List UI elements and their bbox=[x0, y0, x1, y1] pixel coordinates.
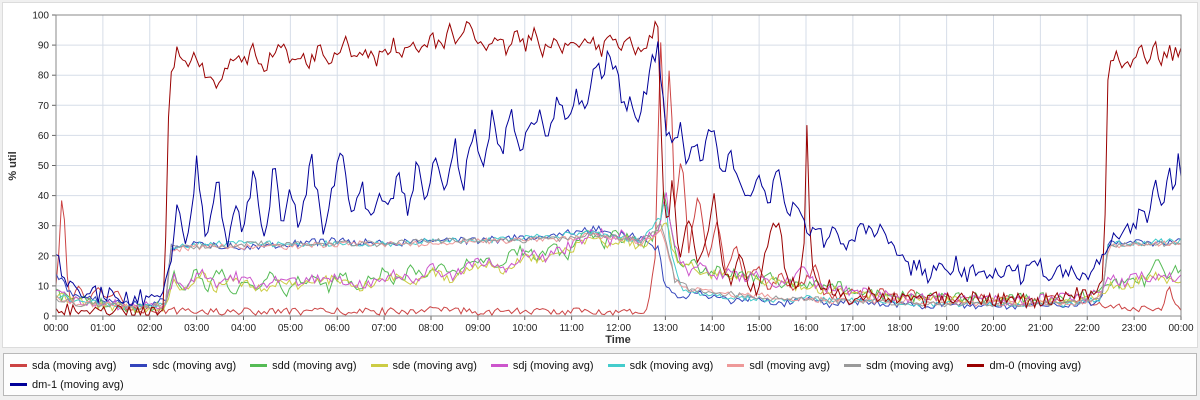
legend-label: sdm (moving avg) bbox=[866, 359, 954, 372]
x-tick-label: 17:00 bbox=[840, 323, 865, 334]
x-tick-label: 22:00 bbox=[1075, 323, 1100, 334]
x-tick-label: 05:00 bbox=[278, 323, 303, 334]
x-tick-label: 19:00 bbox=[934, 323, 959, 334]
legend-label: dm-1 (moving avg) bbox=[32, 378, 124, 391]
plot-border bbox=[55, 14, 1182, 317]
legend-label: sdk (moving avg) bbox=[629, 359, 714, 372]
y-tick-label: 10 bbox=[38, 281, 50, 292]
legend-swatch-line bbox=[10, 383, 27, 386]
legend-label: dm-0 (moving avg) bbox=[989, 359, 1082, 372]
x-tick-label: 00:00 bbox=[1168, 323, 1193, 334]
x-tick-label: 06:00 bbox=[325, 323, 350, 334]
legend-swatch-line bbox=[10, 364, 27, 367]
legend-label: sdc (moving avg) bbox=[152, 359, 237, 372]
legend-item: sde (moving avg) bbox=[370, 356, 477, 375]
x-tick-label: 15:00 bbox=[747, 323, 772, 334]
x-tick-label: 16:00 bbox=[793, 323, 818, 334]
x-tick-label: 11:00 bbox=[559, 323, 584, 334]
x-tick-label: 01:00 bbox=[90, 323, 115, 334]
chart-panel: % util Time 00:00 01:00 02:00 03:00 04:00 05:… bbox=[2, 2, 1198, 348]
y-tick-label: 90 bbox=[38, 41, 50, 52]
y-tick-label: 40 bbox=[38, 191, 50, 202]
plot-area: % util Time 00:00 01:00 02:00 03:00 04:00 05:… bbox=[7, 11, 1194, 347]
y-tick-label: 50 bbox=[38, 161, 50, 172]
legend-item: sdj (moving avg) bbox=[490, 356, 594, 375]
x-tick-label: 23:00 bbox=[1122, 323, 1147, 334]
y-tick-label: 30 bbox=[38, 221, 50, 232]
x-tick-label: 20:00 bbox=[981, 323, 1006, 334]
legend-item: dm-0 (moving avg) bbox=[967, 356, 1081, 375]
legend-item: sdl (moving avg) bbox=[727, 356, 830, 375]
y-tick-label: 100 bbox=[32, 11, 49, 22]
x-tick-label: 13:00 bbox=[653, 323, 678, 334]
legend-item: sdm (moving avg) bbox=[844, 356, 953, 375]
legend-swatch-line bbox=[250, 364, 268, 367]
y-tick-label: 80 bbox=[38, 71, 50, 82]
x-tick-label: 09:00 bbox=[465, 323, 490, 334]
legend: sda (moving avg) sdc (moving avg) sdd (mov… bbox=[3, 353, 1197, 396]
y-tick-label: 0 bbox=[43, 312, 49, 323]
y-tick-label: 60 bbox=[38, 131, 50, 142]
y-axis-title: % util bbox=[7, 151, 19, 180]
legend-item: dm-1 (moving avg) bbox=[10, 375, 124, 394]
x-tick-label: 03:00 bbox=[184, 323, 209, 334]
legend-item: sda (moving avg) bbox=[10, 356, 116, 375]
legend-label: sdl (moving avg) bbox=[749, 359, 831, 372]
legend-swatch-line bbox=[130, 364, 148, 367]
legend-label: sdd (moving avg) bbox=[272, 359, 357, 372]
x-tick-label: 12:00 bbox=[606, 323, 631, 334]
x-tick-label: 02:00 bbox=[137, 323, 162, 334]
y-tick-label: 20 bbox=[38, 251, 50, 262]
legend-swatch-line bbox=[607, 364, 625, 367]
legend-label: sda (moving avg) bbox=[32, 359, 117, 372]
series-line bbox=[55, 20, 1182, 318]
legend-swatch-line bbox=[844, 364, 862, 367]
x-tick-label: 04:00 bbox=[231, 323, 256, 334]
legend-swatch-line bbox=[967, 364, 985, 367]
x-tick-label: 21:00 bbox=[1028, 323, 1053, 334]
legend-item: sdk (moving avg) bbox=[607, 356, 714, 375]
legend-item: sdd (moving avg) bbox=[250, 356, 357, 375]
legend-label: sdj (moving avg) bbox=[512, 359, 594, 372]
series-line bbox=[55, 223, 1182, 311]
x-tick-label: 00:00 bbox=[43, 323, 68, 334]
legend-label: sde (moving avg) bbox=[392, 359, 477, 372]
y-tick-label: 70 bbox=[38, 101, 50, 112]
x-axis-title: Time bbox=[605, 334, 630, 346]
x-tick-label: 07:00 bbox=[372, 323, 397, 334]
x-tick-label: 14:00 bbox=[700, 323, 725, 334]
legend-swatch-line bbox=[370, 364, 388, 367]
x-tick-label: 08:00 bbox=[418, 323, 443, 334]
x-tick-label: 10:00 bbox=[512, 323, 537, 334]
legend-swatch-line bbox=[727, 364, 745, 367]
series-line bbox=[55, 41, 1182, 306]
legend-item: sdc (moving avg) bbox=[130, 356, 236, 375]
legend-swatch-line bbox=[490, 364, 508, 367]
x-tick-label: 18:00 bbox=[887, 323, 912, 334]
